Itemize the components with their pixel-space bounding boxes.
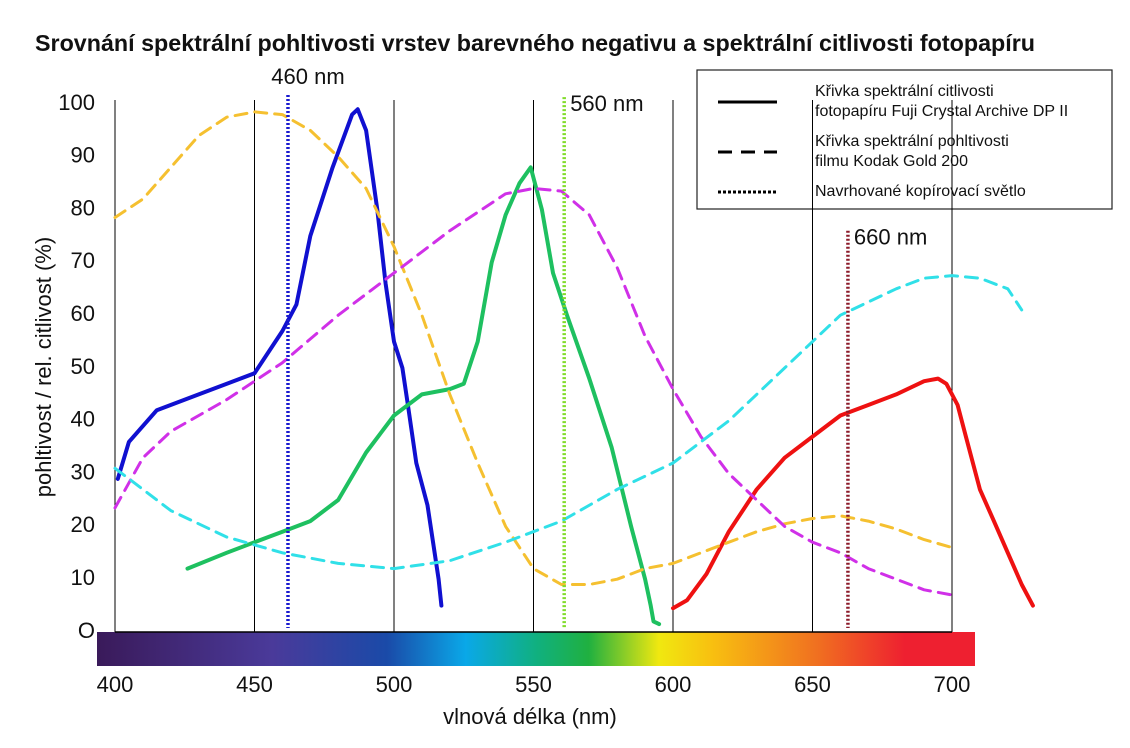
x-tick-label: 450 [236,672,273,697]
x-tick-label: 700 [934,672,971,697]
series-line [185,165,662,627]
legend-label: Křivka spektrální pohltivosti [815,133,1009,150]
series-line [113,110,954,586]
y-tick-label: 50 [71,354,95,379]
series-line [115,107,444,608]
y-tick-label: 30 [71,459,95,484]
chart-title: Srovnání spektrální pohltivosti vrstev b… [35,30,1035,56]
y-tick-label: 80 [71,195,95,220]
annotation-label: 560 nm [570,91,643,116]
y-tick-label: O [78,618,95,643]
legend-box [696,69,1113,210]
y-tick-label: 100 [58,90,95,115]
y-axis-title: pohltivost / rel. citlivost (%) [31,237,56,497]
y-tick-label: 40 [71,407,95,432]
y-tick-label: 70 [71,248,95,273]
x-tick-label: 600 [655,672,692,697]
legend-label: filmu Kodak Gold 200 [815,153,968,170]
y-tick-label: 60 [71,301,95,326]
series-line [671,376,1035,611]
y-tick-label: 10 [71,565,95,590]
annotation-label: 460 nm [271,64,344,89]
legend-label: fotopapíru Fuji Crystal Archive DP II [815,103,1068,120]
x-axis-title: vlnová délka (nm) [443,704,617,729]
y-tick-label: 90 [71,143,95,168]
series-line [113,274,1024,571]
x-tick-label: 650 [794,672,831,697]
x-tick-label: 400 [97,672,134,697]
legend-label: Křivka spektrální citlivosti [815,83,994,100]
annotation-label: 660 nm [854,225,927,250]
legend-label: Navrhované kopírovací světlo [815,183,1026,200]
x-tick-label: 500 [376,672,413,697]
spectrum-bar [97,632,975,666]
y-tick-label: 20 [71,512,95,537]
series-line [113,187,954,597]
x-tick-label: 550 [515,672,552,697]
